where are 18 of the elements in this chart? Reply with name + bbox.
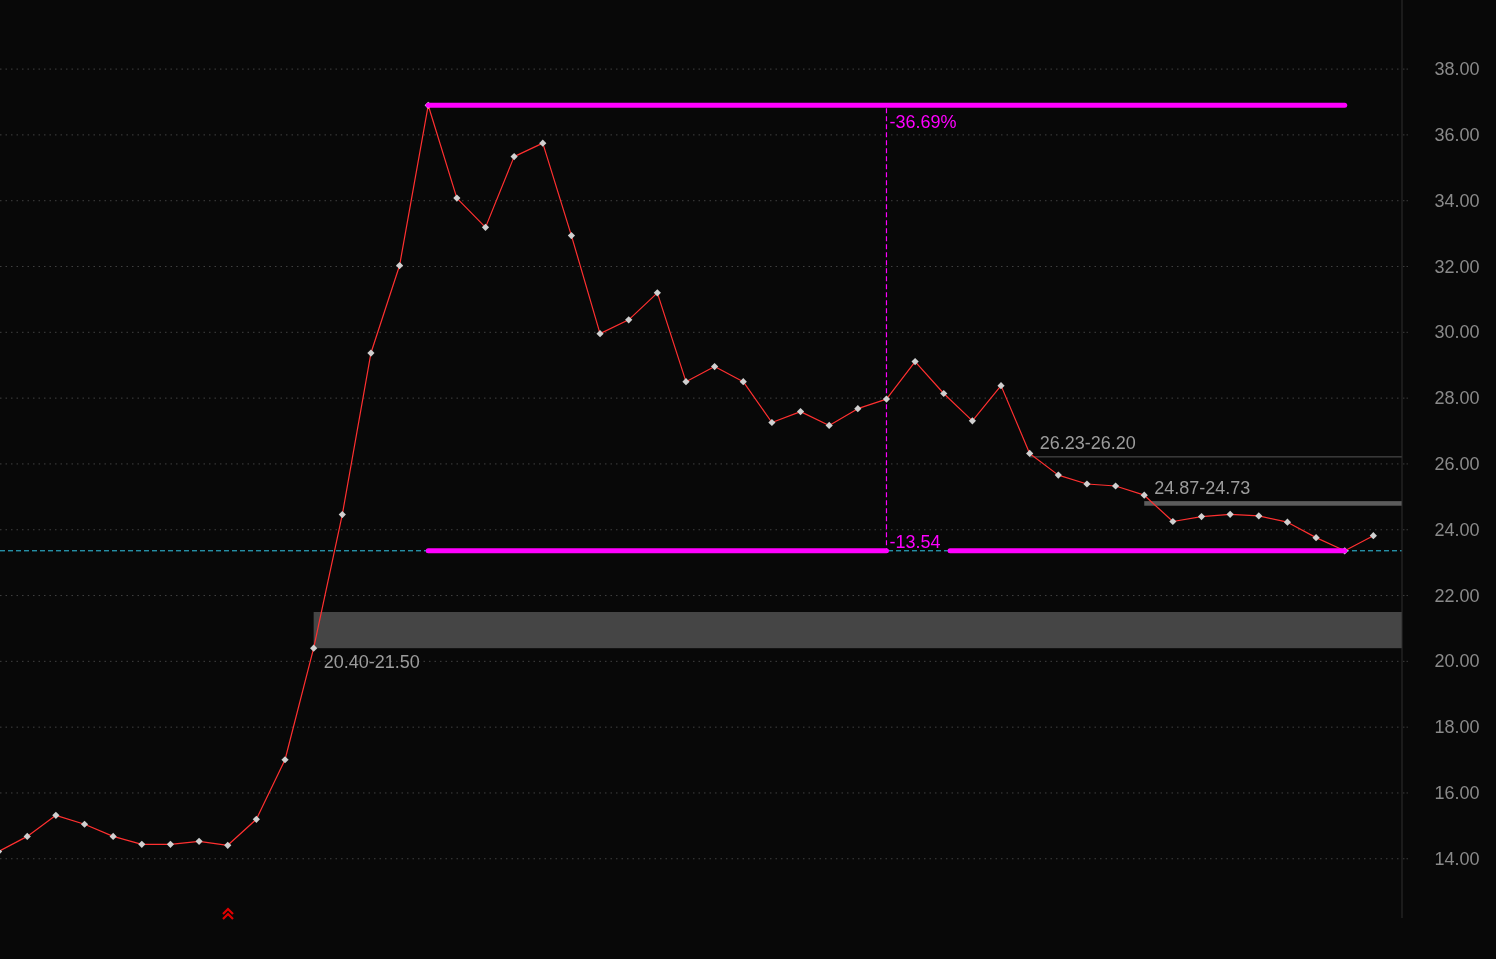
band-label: 20.40-21.50 (323, 652, 420, 673)
annotation: -36.69% (889, 112, 957, 133)
y-tick-label: 30.00 (1434, 322, 1480, 343)
y-tick-label: 18.00 (1434, 717, 1480, 738)
y-tick-label: 38.00 (1434, 59, 1480, 80)
y-tick-label: 32.00 (1434, 256, 1480, 277)
y-tick-label: 34.00 (1434, 190, 1480, 211)
y-tick-label: 22.00 (1434, 585, 1480, 606)
y-tick-label: 24.00 (1434, 519, 1480, 540)
y-tick-label: 28.00 (1434, 388, 1480, 409)
y-tick-label: 26.00 (1434, 453, 1480, 474)
y-tick-label: 20.00 (1434, 651, 1480, 672)
y-tick-label: 16.00 (1434, 782, 1480, 803)
y-tick-label: 36.00 (1434, 124, 1480, 145)
y-tick-label: 14.00 (1434, 848, 1480, 869)
band-label: 26.23-26.20 (1039, 433, 1136, 454)
annotation: -13.54 (889, 531, 941, 552)
band-label: 24.87-24.73 (1154, 478, 1251, 499)
